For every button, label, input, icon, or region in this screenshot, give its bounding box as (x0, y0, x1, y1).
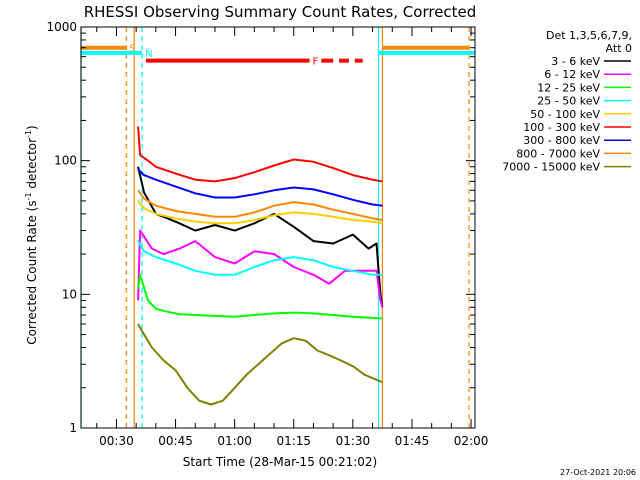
flag-label: S (129, 44, 135, 55)
annotations-layer: S N F (80, 27, 475, 428)
x-tick-label: 00:45 (158, 434, 193, 448)
plot-frame (80, 26, 476, 429)
series-layer (137, 126, 384, 406)
y-axis-label-end: ) (25, 125, 39, 130)
legend-label: 7000 - 15000 keV (502, 161, 600, 174)
x-axis-label: Start Time (28-Mar-15 00:21:02) (183, 455, 377, 469)
footer-date: 27-Oct-2021 20:06 (560, 468, 636, 477)
y-axis-label-main: Corrected Count Rate (s (25, 200, 39, 344)
y-tick-label: 10 (62, 287, 77, 301)
legend-label: 25 - 50 keV (537, 95, 600, 108)
series-line (137, 240, 383, 276)
legend-label: 100 - 300 keV (523, 121, 600, 134)
y-tick-label: 100 (54, 154, 77, 168)
series-line (137, 166, 384, 308)
y-axis-label-mid: detector (25, 138, 39, 193)
chart-title: RHESSI Observing Summary Count Rates, Co… (84, 3, 477, 21)
series-line (137, 200, 383, 225)
x-tick-label: 01:15 (276, 434, 311, 448)
legend-label: 3 - 6 keV (551, 55, 600, 68)
y-tick-label: 1000 (46, 20, 77, 34)
series-line (137, 126, 383, 183)
x-tick-label: 00:30 (99, 434, 134, 448)
series-line (137, 323, 383, 406)
y-tick-label: 1 (69, 421, 77, 435)
axes-layer: 1 10 100 1000 00:30 00:45 01:00 01:15 01:30 01:45… (46, 20, 488, 448)
flag-label: N (145, 49, 152, 60)
x-tick-label: 02:00 (454, 434, 489, 448)
legend-label: 6 - 12 keV (544, 68, 600, 81)
y-axis-label: Corrected Count Rate (s-1 detector-1) (24, 125, 39, 344)
x-tick-label: 01:30 (336, 434, 371, 448)
series-line (137, 168, 383, 207)
plot-area: S N F 1 10 100 1000 00:30 00:45 01:00 01:15 01:30 0… (46, 20, 488, 448)
legend-label: 800 - 7000 keV (516, 147, 600, 160)
legend-label: 300 - 800 keV (523, 134, 600, 147)
legend-header-line-1: Det 1,3,5,6,7,9, (546, 29, 632, 42)
x-tick-label: 01:00 (217, 434, 252, 448)
legend-label: 12 - 25 keV (537, 81, 600, 94)
legend-label: 50 - 100 keV (530, 108, 600, 121)
legend-header-line-2: Att 0 (606, 42, 632, 55)
series-line (137, 189, 383, 221)
y-axis-label-sup2: -1 (24, 130, 33, 138)
flag-label: F (313, 57, 319, 68)
series-line (137, 273, 383, 320)
series-line (137, 229, 384, 308)
y-axis-label-sup1: -1 (24, 192, 33, 200)
x-tick-label: 01:45 (395, 434, 430, 448)
